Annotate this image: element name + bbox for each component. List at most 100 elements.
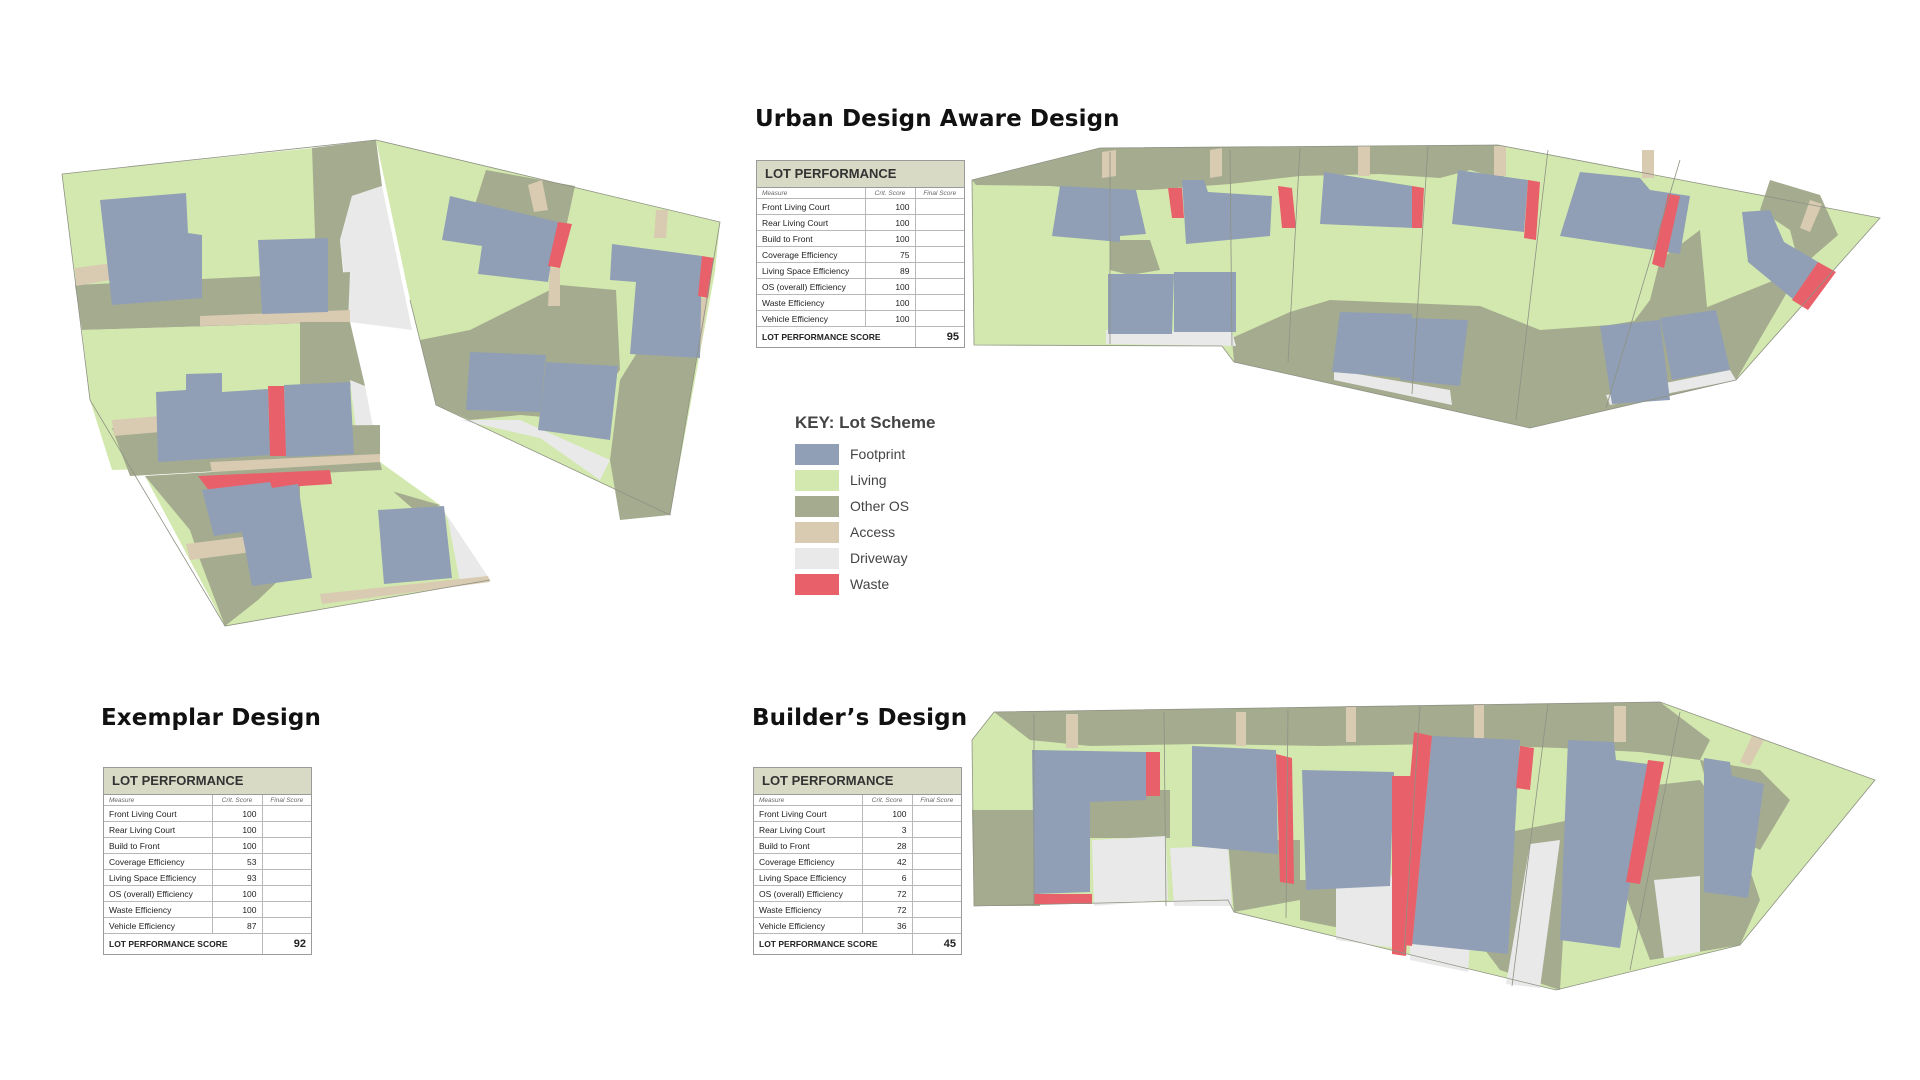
measure-cell: Coverage Efficiency xyxy=(104,853,212,870)
final-cell xyxy=(261,837,311,854)
final-cell xyxy=(911,805,961,822)
exemplar-lot-performance-table: LOT PERFORMANCE Measure Crit. Score Fina… xyxy=(103,767,312,955)
table-header: LOT PERFORMANCE xyxy=(754,768,961,795)
table-row: Rear Living Court 100 xyxy=(757,214,964,231)
col-measure: Measure xyxy=(754,795,862,806)
final-cell xyxy=(261,821,311,838)
total-score: 45 xyxy=(911,933,961,954)
table-row: Coverage Efficiency 42 xyxy=(754,853,961,870)
table-row: Coverage Efficiency 75 xyxy=(757,246,964,263)
crit-cell: 100 xyxy=(864,198,915,215)
key-swatch xyxy=(795,469,839,491)
measure-cell: OS (overall) Efficiency xyxy=(757,278,865,295)
col-crit-score: Crit. Score xyxy=(864,188,915,199)
table-row: OS (overall) Efficiency 100 xyxy=(757,278,964,295)
measure-cell: Waste Efficiency xyxy=(757,294,865,311)
table-row: Build to Front 28 xyxy=(754,837,961,854)
crit-cell: 100 xyxy=(864,310,915,327)
urban-design-title: Urban Design Aware Design xyxy=(755,106,1120,132)
crit-cell: 6 xyxy=(861,869,912,886)
crit-cell: 87 xyxy=(211,917,262,934)
table-row: Waste Efficiency 100 xyxy=(757,294,964,311)
urban-site-plan xyxy=(971,144,1881,429)
final-cell xyxy=(911,853,961,870)
key-item-access: Access xyxy=(795,519,935,545)
table-row: Vehicle Efficiency 87 xyxy=(104,917,311,934)
final-cell xyxy=(261,853,311,870)
key-swatch xyxy=(795,443,839,465)
crit-cell: 100 xyxy=(864,294,915,311)
col-measure: Measure xyxy=(757,188,865,199)
key-swatch xyxy=(795,547,839,569)
table-row: Build to Front 100 xyxy=(757,230,964,247)
crit-cell: 100 xyxy=(211,885,262,902)
table-row: Living Space Efficiency 93 xyxy=(104,869,311,886)
final-cell xyxy=(911,885,961,902)
total-score: 92 xyxy=(261,933,311,954)
table-row: Vehicle Efficiency 100 xyxy=(757,310,964,327)
final-cell xyxy=(914,278,964,295)
table-row: Front Living Court 100 xyxy=(757,198,964,215)
total-row: LOT PERFORMANCE SCORE 95 xyxy=(757,326,964,347)
final-cell xyxy=(914,294,964,311)
final-cell xyxy=(914,246,964,263)
table-row: OS (overall) Efficiency 72 xyxy=(754,885,961,902)
table-row: Front Living Court 100 xyxy=(754,805,961,822)
final-cell xyxy=(911,821,961,838)
crit-cell: 100 xyxy=(211,901,262,918)
crit-cell: 28 xyxy=(861,837,912,854)
key-label: Waste xyxy=(850,576,890,592)
col-crit-score: Crit. Score xyxy=(211,795,262,806)
final-cell xyxy=(911,869,961,886)
col-crit-score: Crit. Score xyxy=(861,795,912,806)
crit-cell: 72 xyxy=(861,901,912,918)
table-row: Living Space Efficiency 89 xyxy=(757,262,964,279)
crit-cell: 72 xyxy=(861,885,912,902)
crit-cell: 100 xyxy=(861,805,912,822)
table-head-row: Measure Crit. Score Final Score xyxy=(104,795,311,806)
key-item-living: Living xyxy=(795,467,935,493)
builder-lot-performance-table: LOT PERFORMANCE Measure Crit. Score Fina… xyxy=(753,767,962,955)
final-cell xyxy=(914,214,964,231)
total-label: LOT PERFORMANCE SCORE xyxy=(757,326,915,347)
final-cell xyxy=(261,869,311,886)
table-head-row: Measure Crit. Score Final Score xyxy=(757,188,964,199)
final-cell xyxy=(261,805,311,822)
exemplar-design-title: Exemplar Design xyxy=(101,705,321,731)
measure-cell: OS (overall) Efficiency xyxy=(104,885,212,902)
table-row: Build to Front 100 xyxy=(104,837,311,854)
key-label: Other OS xyxy=(850,498,910,514)
total-row: LOT PERFORMANCE SCORE 92 xyxy=(104,933,311,954)
crit-cell: 100 xyxy=(864,278,915,295)
key-item-driveway: Driveway xyxy=(795,545,935,571)
measure-cell: Coverage Efficiency xyxy=(757,246,865,263)
col-final-score: Final Score xyxy=(911,795,961,806)
measure-cell: Coverage Efficiency xyxy=(754,853,862,870)
table-row: Rear Living Court 100 xyxy=(104,821,311,838)
table-row: Waste Efficiency 72 xyxy=(754,901,961,918)
builder-site-plan xyxy=(971,701,1876,991)
builder-design-title: Builder’s Design xyxy=(752,705,968,731)
measure-cell: Build to Front xyxy=(757,230,865,247)
total-label: LOT PERFORMANCE SCORE xyxy=(754,933,912,954)
lot-scheme-key: KEY: Lot Scheme Footprint Living Other O… xyxy=(795,413,935,597)
urban-lot-performance-table: LOT PERFORMANCE Measure Crit. Score Fina… xyxy=(756,160,965,348)
measure-cell: Living Space Efficiency xyxy=(754,869,862,886)
final-cell xyxy=(261,917,311,934)
col-measure: Measure xyxy=(104,795,212,806)
key-label: Living xyxy=(850,472,887,488)
crit-cell: 3 xyxy=(861,821,912,838)
exemplar-site-plan xyxy=(61,139,721,627)
final-cell xyxy=(914,310,964,327)
final-cell xyxy=(261,901,311,918)
crit-cell: 100 xyxy=(864,230,915,247)
final-cell xyxy=(911,917,961,934)
key-item-waste: Waste xyxy=(795,571,935,597)
table-row: Front Living Court 100 xyxy=(104,805,311,822)
table-row: Rear Living Court 3 xyxy=(754,821,961,838)
crit-cell: 89 xyxy=(864,262,915,279)
crit-cell: 100 xyxy=(211,805,262,822)
crit-cell: 93 xyxy=(211,869,262,886)
crit-cell: 100 xyxy=(211,821,262,838)
